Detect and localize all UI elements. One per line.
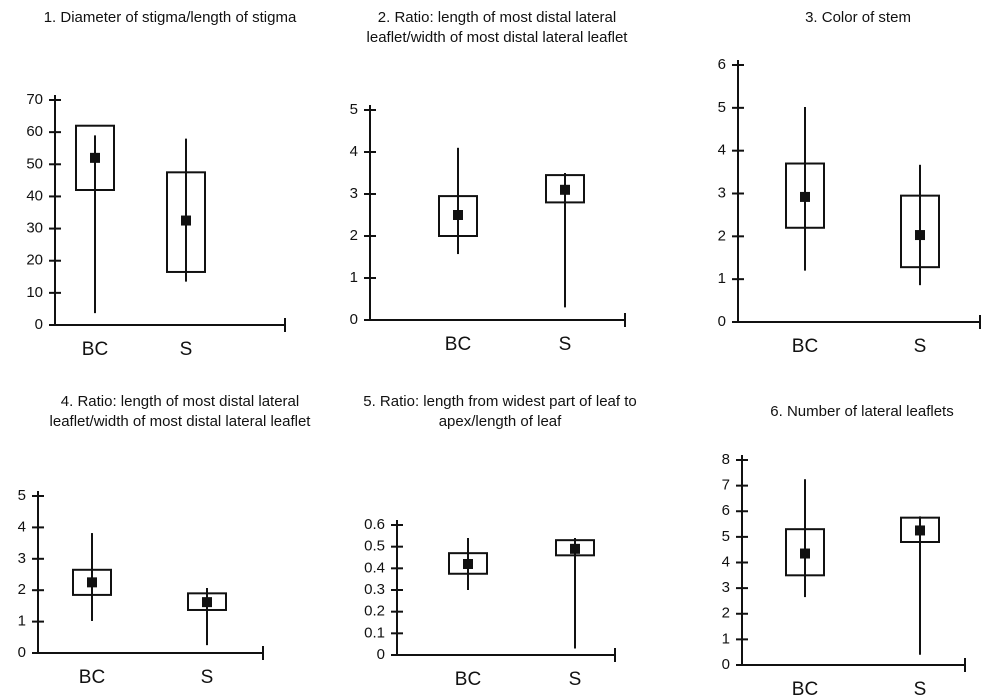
y-tick-label: 1 [350,269,358,286]
x-tick-label: BC [79,667,105,688]
y-tick-label: 0.1 [364,624,385,641]
box [900,516,940,543]
mean-marker [800,548,810,559]
y-tick-label: 3 [718,184,726,201]
mean-marker [570,543,580,554]
x-tick-label: S [569,669,582,690]
x-tick-label: S [914,679,927,697]
chart-title: 4. Ratio: length of most distal lateral … [49,393,311,430]
x-tick-label: S [201,667,214,688]
y-tick-label: 4 [722,553,730,570]
y-tick-label: 2 [722,605,730,622]
box [72,568,112,596]
box [75,124,115,191]
y-tick-label: 8 [722,451,730,468]
y-tick-label: 70 [26,91,43,108]
y-tick-label: 40 [26,187,43,204]
x-tick-label: BC [82,339,108,360]
y-tick-label: 0 [377,646,385,663]
box [187,592,227,611]
y-tick-label: 2 [18,581,26,598]
box [166,171,206,273]
mean-marker [915,525,925,536]
chart-title: 1. Diameter of stigma/length of stigma [43,9,297,26]
y-tick-label: 7 [722,477,730,494]
y-tick-label: 4 [18,518,26,535]
y-tick-label: 6 [722,502,730,519]
y-tick-label: 20 [26,252,43,269]
y-tick-label: 0 [350,311,358,328]
y-tick-label: 2 [718,227,726,244]
box [555,539,595,557]
y-tick-label: 1 [18,613,26,630]
y-tick-label: 3 [18,550,26,567]
y-tick-label: 5 [718,99,726,116]
x-tick-label: BC [445,334,471,355]
y-tick-label: 2 [350,227,358,244]
mean-marker [90,152,100,163]
box [448,552,488,575]
y-tick-label: 30 [26,220,43,237]
y-tick-label: 3 [350,185,358,202]
y-tick-label: 0.2 [364,603,385,620]
y-tick-label: 0.3 [364,581,385,598]
y-tick-label: 0 [718,313,726,330]
box [545,174,585,204]
y-tick-label: 1 [718,270,726,287]
box [785,162,825,229]
y-tick-label: 1 [722,630,730,647]
mean-marker [915,230,925,241]
y-tick-label: 0 [18,644,26,661]
mean-marker [800,191,810,202]
chart-title: 6. Number of lateral leaflets [770,403,954,420]
mean-marker [202,597,212,608]
mean-marker [453,210,463,220]
y-tick-label: 0 [722,656,730,673]
x-tick-label: BC [455,669,481,690]
mean-marker [87,577,97,588]
y-tick-label: 10 [26,284,43,301]
y-tick-label: 5 [722,528,730,545]
y-tick-label: 0.6 [364,516,385,533]
mean-marker [463,559,473,569]
x-tick-label: S [559,334,572,355]
y-tick-label: 0 [35,316,43,333]
chart-title: 5. Ratio: length from widest part of lea… [363,393,637,430]
box [900,194,940,269]
y-tick-label: 60 [26,123,43,140]
y-tick-label: 5 [18,487,26,504]
x-tick-label: BC [792,336,818,357]
y-tick-label: 6 [718,56,726,73]
box [785,528,825,577]
y-tick-label: 0.5 [364,538,385,555]
y-tick-label: 50 [26,155,43,172]
mean-marker [181,215,191,226]
x-tick-label: BC [792,679,818,697]
x-tick-label: S [914,336,927,357]
mean-marker [560,184,570,195]
chart-title: 3. Color of stem [805,9,911,26]
y-tick-label: 3 [722,579,730,596]
y-tick-label: 0.4 [364,559,385,576]
x-tick-label: S [180,339,193,360]
y-tick-label: 5 [350,101,358,118]
y-tick-label: 4 [718,142,726,159]
box [438,195,478,238]
chart-title: 2. Ratio: length of most distal lateral … [366,9,628,46]
y-tick-label: 4 [350,143,358,160]
